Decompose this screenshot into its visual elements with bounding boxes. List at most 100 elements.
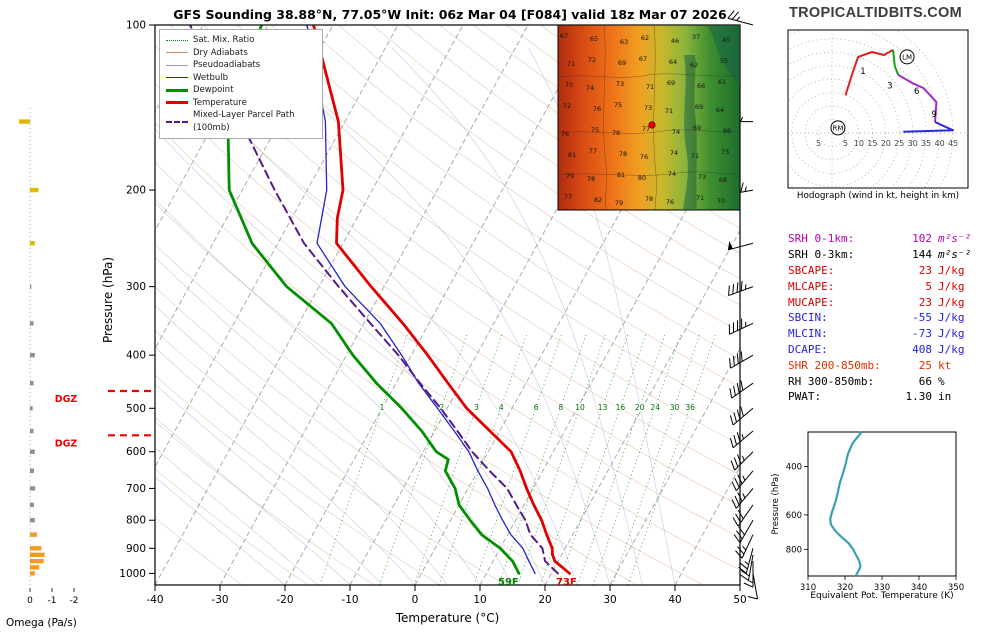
svg-text:800: 800: [126, 515, 146, 527]
svg-text:76: 76: [640, 153, 648, 161]
thetae-frame: [807, 431, 957, 577]
wind-barbs: [726, 10, 759, 600]
parcel-line-swatch: [166, 120, 188, 123]
skewt-legend: Sat. Mix. Ratio Dry Adiabats Pseudoadiabat…: [159, 29, 323, 139]
svg-text:78: 78: [645, 195, 653, 203]
skewt-frame: [154, 24, 741, 586]
svg-text:81: 81: [617, 171, 625, 179]
svg-text:71: 71: [691, 152, 699, 160]
stat-row: DCAPE: 408 J/kg: [788, 342, 994, 358]
stat-label: MLCAPE:: [788, 279, 835, 293]
svg-text:55: 55: [720, 57, 728, 65]
svg-text:RM: RM: [832, 125, 843, 133]
stat-label: SRH 0-3km:: [788, 248, 855, 262]
svg-text:3: 3: [887, 82, 892, 92]
legend-item: Dry Adiabats: [166, 47, 316, 60]
stat-value: 23: [918, 295, 932, 309]
inset-map: 67 65 63 62 46 37 45 71 72 69 67 64 62 55 70 74 73 71 69 66…: [557, 24, 741, 211]
svg-text:0: 0: [27, 596, 33, 606]
svg-text:76: 76: [666, 198, 674, 206]
svg-text:79: 79: [615, 199, 623, 207]
stat-value: 408: [912, 342, 932, 356]
svg-text:24: 24: [651, 403, 661, 412]
stat-label: SBCAPE:: [788, 263, 835, 277]
stat-value: -55: [912, 311, 932, 325]
svg-text:62: 62: [690, 61, 698, 69]
svg-text:75: 75: [614, 101, 622, 109]
svg-text:30: 30: [603, 594, 616, 606]
svg-text:76: 76: [561, 130, 569, 138]
svg-text:71: 71: [696, 194, 704, 202]
svg-text:6: 6: [914, 87, 919, 97]
svg-text:78: 78: [619, 150, 627, 158]
legend-item: Sat. Mix. Ratio: [166, 34, 316, 47]
stat-label: SRH 0-1km:: [788, 232, 855, 246]
svg-text:800: 800: [786, 545, 802, 555]
svg-text:71: 71: [646, 83, 654, 91]
stat-unit: m²s⁻²: [938, 248, 972, 262]
svg-text:37: 37: [692, 33, 700, 41]
stat-row: PWAT: 1.30 in: [788, 389, 994, 405]
legend-item-label: Temperature: [193, 97, 247, 108]
hodograph-trace-3-6: [892, 49, 900, 76]
svg-text:81: 81: [568, 151, 576, 159]
svg-text:200: 200: [126, 185, 146, 197]
stat-value: 1.30: [905, 390, 933, 404]
svg-text:320: 320: [837, 583, 853, 593]
svg-text:79: 79: [566, 172, 574, 180]
svg-text:4: 4: [499, 403, 504, 412]
svg-text:73: 73: [721, 148, 729, 156]
svg-text:80: 80: [638, 174, 646, 182]
legend-item: Dewpoint: [166, 84, 316, 97]
page-title: GFS Sounding 38.88°N, 77.05°W Init: 06z …: [173, 7, 727, 22]
svg-text:72: 72: [563, 102, 571, 110]
storm-motion-marker: [899, 49, 915, 65]
svg-text:600: 600: [786, 511, 802, 521]
legend-item: Temperature: [166, 97, 316, 110]
svg-text:340: 340: [911, 583, 927, 593]
stat-value: 102: [912, 232, 932, 246]
svg-text:45: 45: [722, 36, 730, 44]
svg-text:-1: -1: [48, 596, 57, 606]
svg-text:13: 13: [598, 403, 608, 412]
svg-text:71: 71: [567, 60, 575, 68]
svg-text:78: 78: [587, 175, 595, 183]
skewt-background: 1 2 3 4 6 8 10 13 16 20 24 30 36: [155, 25, 740, 585]
stat-unit: kt: [938, 358, 952, 372]
svg-text:700: 700: [126, 483, 146, 495]
svg-text:-30: -30: [211, 594, 228, 606]
stat-label: RH 300-850mb:: [788, 374, 875, 388]
svg-text:69: 69: [693, 124, 701, 132]
svg-text:50: 50: [733, 594, 746, 606]
pseudo-line-swatch: [166, 64, 188, 66]
svg-text:DGZ: DGZ: [55, 438, 78, 449]
svg-text:73: 73: [616, 80, 624, 88]
svg-text:LM: LM: [902, 54, 912, 62]
svg-text:900: 900: [126, 543, 146, 555]
temperature-line-swatch: [166, 101, 188, 105]
svg-text:70: 70: [565, 81, 573, 89]
svg-text:-10: -10: [341, 594, 358, 606]
svg-text:30: 30: [908, 139, 918, 148]
svg-text:67: 67: [560, 32, 568, 40]
stat-unit: J/kg: [938, 295, 965, 309]
stat-unit: J/kg: [938, 327, 965, 341]
svg-text:15: 15: [867, 139, 877, 148]
stat-row: SBCAPE: 23 J/kg: [788, 263, 994, 279]
stat-value: 23: [918, 263, 932, 277]
svg-text:300: 300: [126, 281, 146, 293]
surface-temperature-label: 73F: [556, 577, 577, 588]
svg-text:66: 66: [697, 82, 705, 90]
svg-text:30: 30: [670, 403, 680, 412]
svg-text:66: 66: [723, 127, 731, 135]
stat-row: SBCIN: -55 J/kg: [788, 310, 994, 326]
svg-text:61: 61: [718, 78, 726, 86]
stat-label: SBCIN:: [788, 311, 828, 325]
svg-text:63: 63: [620, 38, 628, 46]
stat-label: MUCAPE:: [788, 295, 835, 309]
svg-text:310: 310: [800, 583, 816, 593]
stat-row: RH 300-850mb: 66%: [788, 373, 994, 389]
svg-text:-2: -2: [70, 596, 79, 606]
svg-text:DGZ: DGZ: [55, 394, 78, 405]
